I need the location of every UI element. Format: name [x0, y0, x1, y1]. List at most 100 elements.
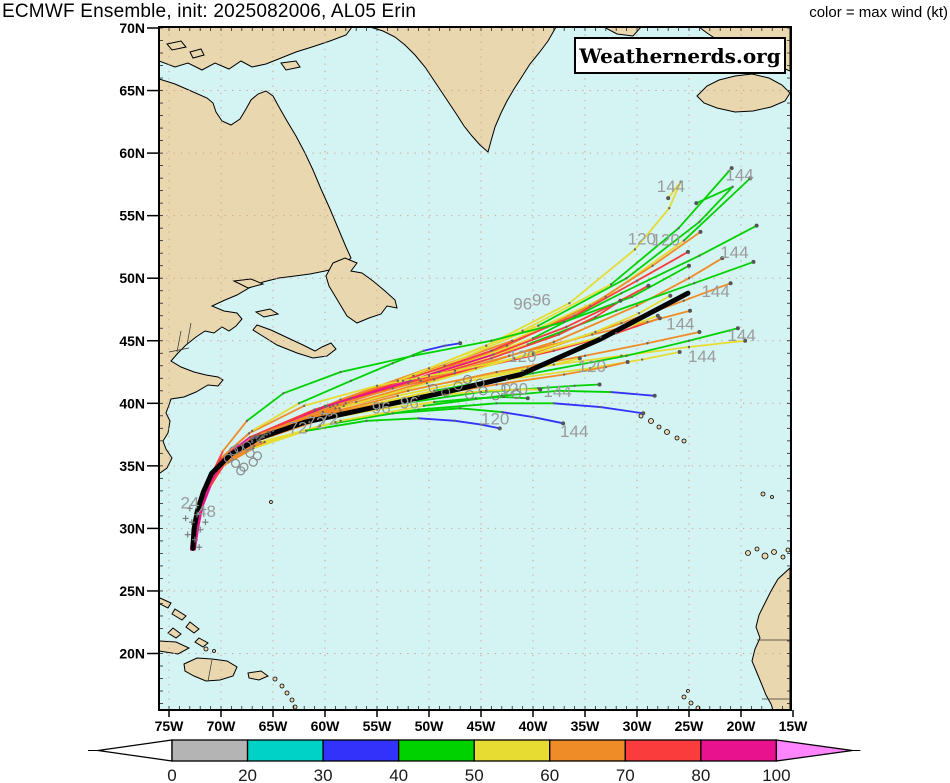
track-point-dot	[425, 382, 429, 385]
ensemble-track-segment	[350, 362, 394, 382]
track-point-dot	[453, 419, 457, 423]
colorbar-segment	[397, 739, 475, 762]
track-point-dot	[615, 309, 618, 312]
ensemble-track-segment	[201, 484, 212, 509]
track-point-dot	[479, 390, 483, 394]
ensemble-track-segment	[303, 384, 378, 407]
lon-tick-label: 65W	[259, 718, 289, 734]
ensemble-track-segment	[391, 349, 425, 365]
track-point-dot	[604, 365, 607, 369]
ensemble-track-segment	[490, 333, 560, 360]
track-point-dot	[365, 419, 368, 423]
ensemble-track-segment	[552, 402, 602, 408]
ensemble-track-segment	[668, 180, 682, 210]
islet	[272, 676, 278, 682]
track-point-dot	[565, 325, 568, 329]
track-point-dot	[325, 404, 329, 408]
islet	[638, 413, 644, 419]
track-point-dot	[500, 410, 503, 414]
hispaniola-border	[207, 659, 213, 682]
land-baffin-island	[159, 27, 353, 71]
track-end-dot	[748, 176, 753, 181]
track-end-dot	[646, 283, 651, 288]
position-circle-marker	[236, 466, 246, 476]
ensemble-track-segment	[537, 277, 628, 327]
ensemble-track-segment	[339, 404, 425, 422]
islet	[284, 690, 290, 696]
ensemble-track-segment	[511, 296, 607, 342]
colorbar-under-arrow	[97, 739, 173, 762]
track-point-dot	[256, 439, 259, 443]
track-point-dot	[552, 340, 555, 344]
state-border-2	[186, 322, 192, 346]
colorbar-tick-label: 100	[762, 766, 790, 783]
islet	[279, 683, 285, 689]
ensemble-track-segment	[532, 416, 565, 425]
track-point-dot	[479, 423, 483, 426]
track-point-dot	[305, 429, 308, 433]
track-point-dot	[490, 349, 493, 352]
ensemble-track-segment	[422, 344, 446, 352]
islet	[664, 429, 670, 435]
track-point-dot	[391, 362, 394, 365]
ensemble-track-segment	[646, 331, 701, 345]
position-circle-marker	[478, 386, 488, 396]
land-newfoundland	[325, 257, 398, 324]
ensemble-track-segment	[599, 406, 645, 415]
track-point-dot	[396, 394, 399, 397]
track-end-dot	[577, 356, 582, 361]
forecast-hour-label: 96	[532, 291, 551, 310]
track-point-dot	[453, 369, 457, 372]
track-end-dot	[697, 329, 702, 334]
lat-tick-label: 60N	[119, 145, 145, 161]
forecast-hour-label: 72	[289, 418, 308, 437]
colorbar-segment	[246, 739, 324, 762]
ensemble-track-segment	[615, 282, 696, 312]
axis-labels-layer: 70N 65N 60N 55N 50N 45N 40N 35N 30N 25N 20N 75W 70W 6…	[119, 20, 808, 734]
forecast-hour-label: 72	[306, 413, 325, 432]
track-point-dot	[615, 332, 618, 335]
ensemble-track-segment	[667, 180, 682, 200]
track-end-dot	[641, 411, 646, 416]
track-end-dot	[735, 326, 740, 331]
track-point-dot	[633, 248, 637, 251]
track-point-dot	[334, 407, 337, 410]
track-point-dot	[427, 367, 431, 370]
track-point-dot	[511, 339, 514, 342]
position-plus-marker	[184, 531, 191, 538]
track-point-dot	[318, 407, 321, 410]
ensemble-track-segment	[396, 344, 488, 382]
forecast-hour-label: 144	[688, 347, 716, 366]
ensemble-track-segment	[251, 402, 300, 432]
track-point-dot	[254, 434, 257, 438]
ensemble-track-segment	[426, 357, 516, 385]
ensemble-track-segment	[636, 251, 689, 282]
ensemble-track-segment	[552, 304, 638, 343]
ensemble-track-segment	[558, 389, 612, 393]
track-point-dot	[401, 379, 405, 382]
track-point-dot	[313, 408, 316, 411]
ensemble-track-segment	[688, 339, 747, 348]
ensemble-track-segment	[513, 331, 597, 360]
position-circle-marker	[511, 389, 521, 400]
lon-tick-label: 60W	[311, 718, 341, 734]
ensemble-track-segment	[326, 379, 412, 407]
small-islands	[203, 413, 791, 710]
ensemble-track-segment	[495, 373, 566, 386]
islet	[681, 438, 687, 444]
ensemble-track-segment	[365, 417, 420, 422]
position-circle-marker	[453, 381, 463, 391]
track-point-dot	[318, 424, 321, 428]
track-point-dot	[646, 320, 649, 324]
track-point-dot	[433, 378, 436, 381]
track-point-dot	[474, 397, 477, 400]
track-point-dot	[474, 367, 477, 370]
ensemble-track-segment	[454, 353, 534, 372]
position-circle-marker	[490, 391, 501, 401]
track-end-dot	[497, 426, 502, 431]
track-point-dot	[521, 369, 524, 372]
land-bahamas-2	[171, 608, 187, 621]
track-point-dot	[521, 329, 524, 332]
lat-tick-label: 70N	[119, 20, 145, 36]
